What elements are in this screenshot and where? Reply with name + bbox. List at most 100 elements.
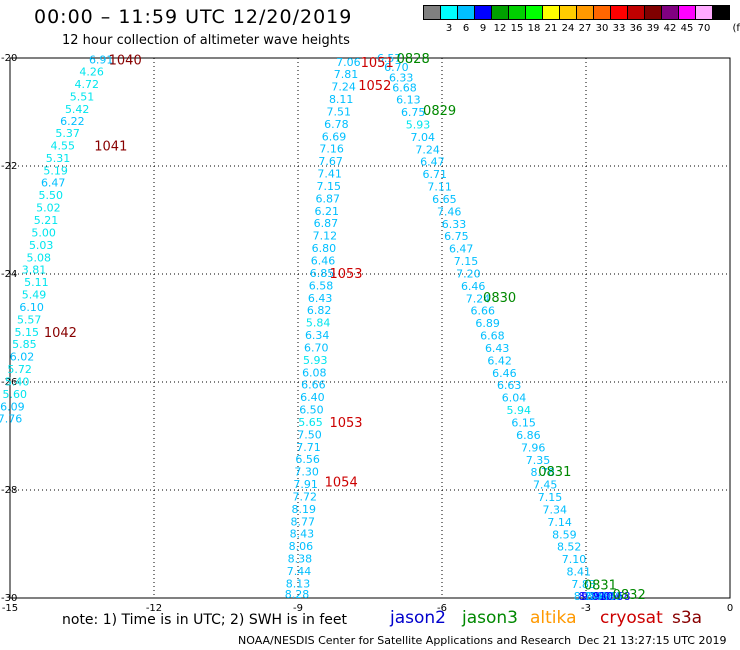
swh-value-label: 8.49: [586, 590, 611, 603]
swh-value-label: 5.93: [406, 118, 431, 131]
swh-value-label: 8.43: [290, 528, 315, 541]
swh-value-label: 6.34: [305, 329, 330, 342]
swh-value-label: 7.45: [533, 479, 558, 492]
swh-value-label: 6.13: [396, 94, 421, 107]
generated-timestamp: Dec 21 13:27:15 UTC 2019: [578, 634, 727, 647]
swh-value-label: 7.15: [454, 255, 479, 268]
swh-value-label: 6.63: [497, 379, 522, 392]
color-scale-label: 42: [663, 23, 677, 34]
swh-value-label: 6.70: [304, 341, 329, 354]
satellite-legend-altika: altika: [530, 608, 577, 628]
swh-value-label: 5.21: [34, 214, 59, 227]
swh-value-label: 6.09: [0, 400, 25, 413]
swh-value-label: 8.13: [286, 577, 311, 590]
swh-value-label: 4.72: [75, 78, 100, 91]
swh-value-label: 8.89: [598, 590, 623, 603]
swh-value-label: 8.52: [557, 541, 582, 554]
swh-value-label: 6.42: [487, 354, 512, 367]
swh-value-label: 5.19: [43, 164, 68, 177]
pass-time-label: 1041: [94, 139, 127, 154]
swh-value-label: 6.71: [423, 168, 448, 181]
swh-value-label: 8.26: [579, 590, 604, 603]
color-scale-unit: (ft): [732, 23, 740, 34]
swh-value-label: 7.35: [526, 454, 551, 467]
swh-value-label: 6.86: [516, 429, 541, 442]
color-scale-label: 36: [629, 23, 643, 34]
swh-value-label: 6.10: [19, 301, 44, 314]
swh-value-label: 8.41: [567, 566, 592, 579]
color-scale-label: 24: [561, 23, 575, 34]
swh-value-label: 7.11: [427, 181, 452, 194]
y-tick-label: -22: [1, 161, 17, 172]
swh-value-label: 6.66: [471, 305, 496, 318]
color-swatch: [712, 5, 730, 20]
swh-value-label: 5.00: [31, 226, 56, 239]
swh-value-label: 10.68: [599, 590, 631, 603]
swh-value-label: 6.21: [315, 205, 340, 218]
pass-time-label: 1053: [329, 416, 362, 431]
swh-value-label: 8.78: [531, 466, 556, 479]
satellite-legend-s3a: s3a: [672, 608, 703, 628]
y-tick-label: -26: [1, 377, 17, 388]
swh-value-label: 5.49: [22, 289, 47, 302]
swh-value-label: 7.15: [538, 491, 563, 504]
swh-value-label: 4.26: [79, 66, 104, 79]
swh-value-label: 7.46: [437, 205, 462, 218]
swh-value-label: 6.89: [475, 317, 500, 330]
swh-value-label: 6.87: [314, 217, 339, 230]
swh-value-label: 6.04: [502, 392, 527, 405]
swh-value-label: 6.78: [324, 118, 349, 131]
color-scale-label: 3: [445, 23, 453, 34]
pass-time-label: 1051: [361, 56, 394, 71]
swh-value-label: 6.70: [384, 61, 409, 74]
swh-value-label: 5.60: [3, 388, 28, 401]
swh-value-label: 5.85: [12, 338, 37, 351]
swh-value-label: 8.77: [291, 515, 316, 528]
x-tick-label: -9: [293, 603, 303, 614]
swh-value-label: 7.06: [336, 56, 361, 69]
swh-value-label: 7.24: [415, 143, 440, 156]
swh-value-label: 7.71: [296, 441, 321, 454]
swh-value-label: 6.43: [485, 342, 510, 355]
color-scale-label: 6: [462, 23, 470, 34]
swh-value-label: 5.02: [36, 202, 61, 215]
y-tick-label: -28: [1, 485, 17, 496]
pass-time-label: 1042: [44, 326, 77, 341]
swh-value-label: 5.94: [507, 404, 532, 417]
swh-value-label: 6.08: [302, 366, 327, 379]
satellite-legend-jason2: jason2: [390, 608, 446, 628]
swh-value-label: 3.81: [22, 264, 47, 277]
swh-value-label: 7.30: [294, 466, 319, 479]
swh-value-label: 5.37: [55, 127, 80, 140]
x-tick-label: -12: [146, 603, 162, 614]
swh-value-label: 6.58: [309, 279, 334, 292]
pass-time-label: 0831: [538, 465, 571, 480]
swh-value-label: 4.55: [51, 139, 76, 152]
pass-time-label: 0830: [483, 291, 516, 306]
color-scale-label: 45: [680, 23, 694, 34]
swh-value-label: 7.15: [316, 180, 341, 193]
swh-value-label: 5.65: [298, 416, 323, 429]
swh-value-label: 7.83: [571, 578, 596, 591]
swh-value-label: 6.75: [444, 230, 469, 243]
swh-value-label: 7.67: [318, 155, 343, 168]
swh-value-label: 6.46: [461, 280, 486, 293]
swh-value-label: 7.72: [292, 490, 317, 503]
swh-value-label: 6.22: [60, 115, 85, 128]
swh-value-label: 8.38: [288, 553, 313, 566]
pass-time-label: 0832: [613, 588, 646, 603]
swh-value-label: 7.16: [319, 143, 344, 156]
swh-value-label: 8.06: [289, 540, 314, 553]
swh-value-label: 8.59: [552, 528, 577, 541]
swh-value-label: 5.40: [5, 375, 30, 388]
pass-time-label: 1053: [329, 267, 362, 282]
footnote: note: 1) Time is in UTC; 2) SWH is in fe…: [62, 612, 348, 628]
chart-title: 00:00 – 11:59 UTC 12/20/2019: [34, 6, 353, 28]
swh-value-label: 7.10: [562, 553, 587, 566]
swh-value-label: 5.03: [29, 239, 54, 252]
swh-value-label: 6.46: [492, 367, 517, 380]
swh-value-label: 7.14: [547, 516, 572, 529]
y-tick-label: -24: [1, 269, 17, 280]
swh-value-label: 7.24: [466, 292, 491, 305]
color-scale-label: 39: [646, 23, 660, 34]
